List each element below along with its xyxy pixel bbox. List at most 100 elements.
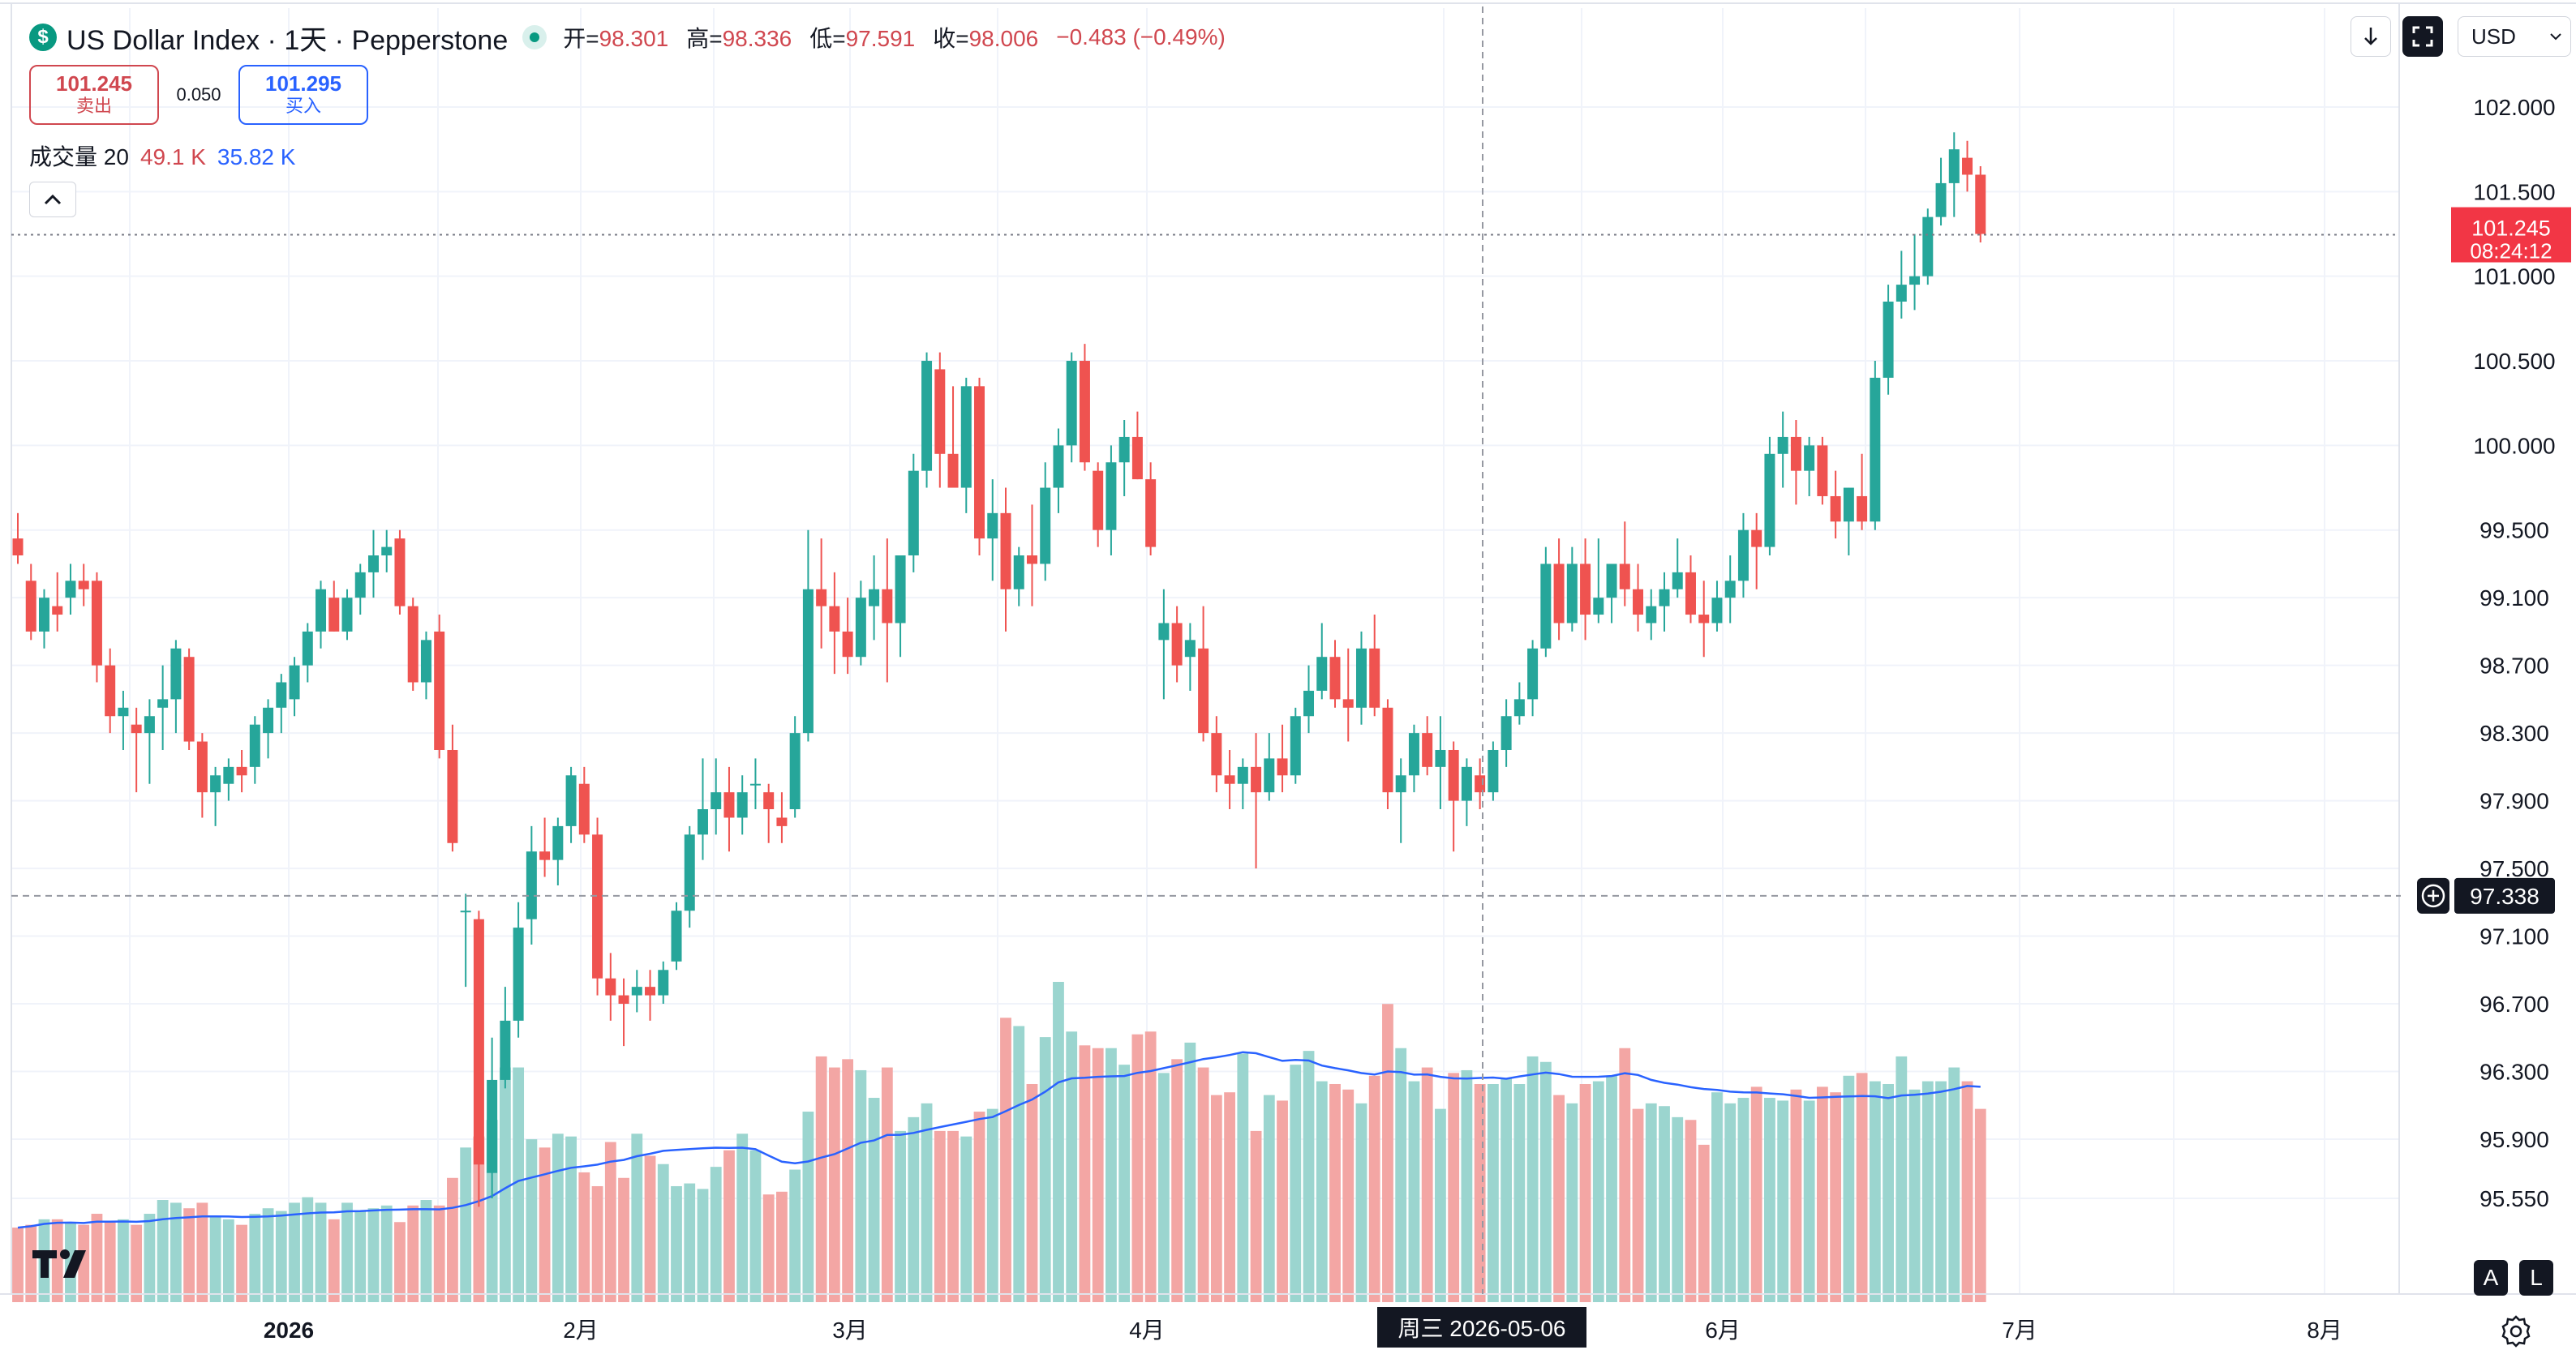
candle-body (802, 589, 814, 734)
candle (302, 623, 313, 683)
chevron-up-icon (44, 194, 62, 205)
candle (776, 792, 788, 843)
price-tick-label: 99.100 (2479, 585, 2549, 611)
volume-bar (1013, 1026, 1025, 1302)
candle-body (921, 361, 933, 471)
candle (1633, 564, 1644, 632)
candle-body (869, 589, 880, 606)
sell-label: 卖出 (75, 96, 112, 116)
volume-bar (104, 1222, 116, 1302)
volume-bar (1184, 1042, 1196, 1302)
volume-bar (1961, 1081, 1973, 1302)
volume-bar (275, 1211, 287, 1302)
time-tick-label: 2026 (264, 1318, 314, 1343)
volume-bar (1106, 1048, 1117, 1302)
volume-bar (1303, 1051, 1315, 1302)
candle (381, 529, 393, 572)
volume-bar (1645, 1103, 1657, 1302)
volume-bar (1685, 1120, 1697, 1302)
volume-bar (1079, 1045, 1091, 1302)
auto-scale-button[interactable]: A (2474, 1260, 2508, 1296)
fullscreen-button[interactable] (2402, 16, 2443, 57)
settings-gear-icon[interactable] (2498, 1313, 2534, 1349)
log-scale-button[interactable]: L (2519, 1260, 2553, 1296)
candle-body (908, 470, 919, 556)
symbol-legend[interactable]: $ US Dollar Index · 1天 · Pepperstone 开=9… (29, 18, 1226, 57)
volume-bar (249, 1214, 261, 1302)
download-button[interactable] (2351, 16, 2391, 57)
volume-legend[interactable]: 成交量 20 49.1 K 35.82 K (29, 139, 295, 172)
volume-bar (420, 1200, 432, 1302)
candle (52, 572, 63, 632)
candle-body (816, 589, 827, 606)
volume-bar (1750, 1086, 1762, 1302)
candle-body (157, 699, 169, 708)
volume-bar (526, 1139, 538, 1302)
candle-body (947, 453, 959, 488)
tradingview-logo-icon[interactable] (29, 1245, 94, 1281)
candle-body (223, 766, 234, 784)
candle-body (52, 606, 63, 615)
candle-body (1751, 529, 1762, 547)
candle (341, 589, 353, 641)
collapse-legend-button[interactable] (29, 182, 76, 217)
candle (420, 631, 431, 700)
candle (855, 581, 866, 666)
candle-body (1698, 615, 1710, 624)
candle (289, 657, 300, 717)
volume-bar (144, 1214, 156, 1302)
candle-body (736, 792, 748, 818)
candle-body (1593, 598, 1604, 615)
candle-body (25, 581, 36, 632)
volume-bar (986, 1108, 998, 1302)
volume-bar (697, 1189, 709, 1302)
candle (882, 538, 893, 683)
volume-bar (1883, 1083, 1894, 1302)
volume-bar (1974, 1108, 1986, 1302)
volume-bar (578, 1172, 590, 1302)
candle (1079, 344, 1090, 471)
candle (539, 817, 551, 877)
volume-bar (1553, 1095, 1565, 1302)
time-tick-label: 3月 (832, 1318, 868, 1343)
volume-bar (262, 1208, 274, 1302)
volume-bar (618, 1177, 629, 1302)
candle (1870, 361, 1881, 530)
candle-body (723, 792, 735, 818)
candle (1355, 631, 1367, 725)
price-tick-label: 101.500 (2473, 179, 2555, 204)
candle-body (78, 581, 89, 589)
volume-bar (736, 1133, 749, 1302)
candle (658, 961, 669, 1005)
volume-bar (1263, 1095, 1275, 1302)
buy-button[interactable]: 101.295 买入 (238, 65, 368, 125)
candle-body (1777, 436, 1788, 454)
candle (934, 352, 946, 488)
volume-bar (1790, 1089, 1802, 1302)
current-price-label: 101.245 (2471, 216, 2551, 241)
price-change: −0.483 (−0.49%) (1056, 24, 1226, 49)
sell-button[interactable]: 101.245 卖出 (29, 65, 159, 125)
candle-body (934, 369, 946, 454)
candle-body (118, 707, 129, 717)
volume-bar (1066, 1031, 1078, 1302)
candle (1527, 640, 1539, 717)
volume-bar (1948, 1067, 1960, 1302)
volume-bar (749, 1150, 762, 1302)
candle-body (1355, 648, 1367, 708)
candle (1724, 555, 1736, 624)
candle (1013, 546, 1024, 606)
candle (1830, 470, 1841, 539)
candle (407, 598, 419, 691)
candle (789, 716, 801, 818)
candle (578, 766, 590, 843)
currency-select[interactable]: USD (2458, 16, 2571, 57)
volume-bar (552, 1133, 564, 1302)
candle (328, 581, 340, 632)
symbol-title[interactable]: US Dollar Index · 1天 · Pepperstone (67, 24, 509, 56)
candle (1053, 428, 1064, 513)
candle (1698, 581, 1710, 658)
market-status-dot-icon[interactable] (522, 25, 547, 49)
